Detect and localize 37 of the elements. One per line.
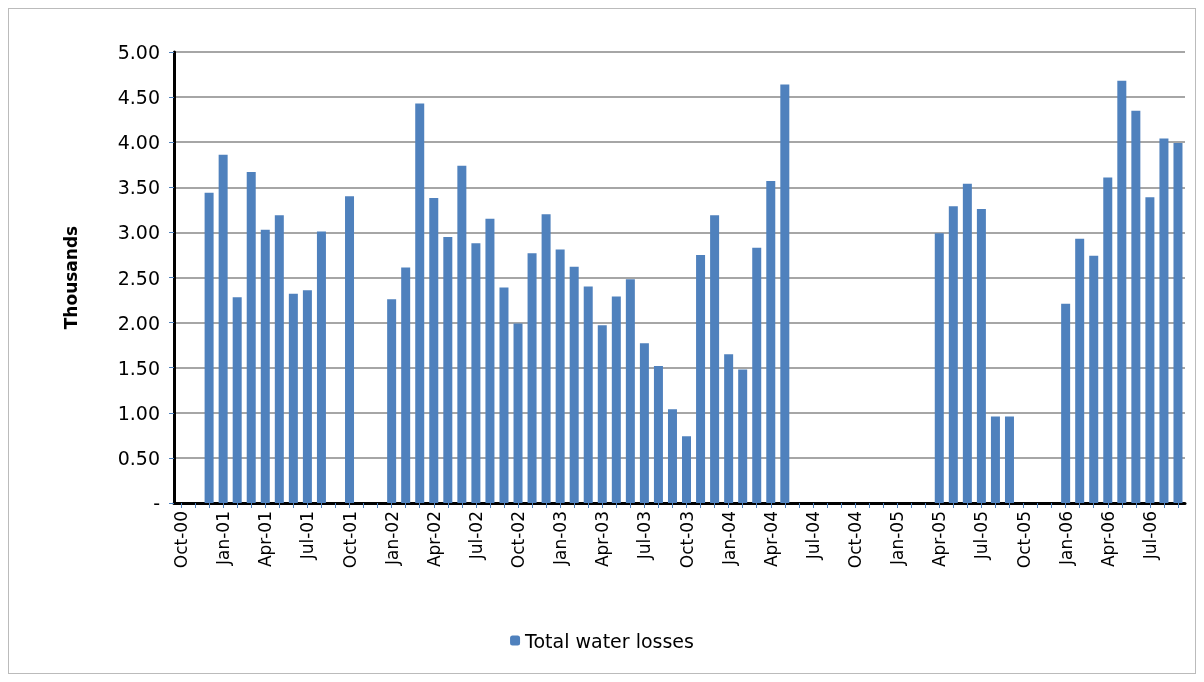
y-tick-label: 3.50 [117, 176, 160, 199]
x-tick-label: Jan-02 [381, 511, 402, 566]
x-tick-label: Apr-03 [592, 511, 613, 568]
x-tick-label: Apr-06 [1097, 511, 1118, 568]
x-tick-label: Oct-03 [676, 511, 697, 569]
x-tick-label: Apr-02 [423, 511, 444, 568]
y-tick-label: 1.00 [117, 401, 160, 424]
x-tick-label: Jul-06 [1139, 511, 1160, 561]
x-tick-label: Jul-03 [634, 511, 655, 561]
x-tick-label: Oct-00 [171, 511, 192, 569]
x-tick-label: Jan-03 [550, 511, 571, 566]
y-tick-label: 1.50 [117, 356, 160, 379]
y-tick-label: 5.00 [117, 41, 160, 63]
x-tick-label: Oct-05 [1013, 511, 1034, 569]
x-tick-label: Jul-02 [465, 511, 486, 561]
x-tick-label: Jul-04 [802, 511, 823, 561]
x-tick-label: Apr-04 [760, 511, 781, 568]
y-tick-label: - [153, 492, 160, 514]
y-tick-label: 2.00 [117, 311, 160, 334]
legend-label: Total water losses [524, 629, 694, 652]
y-tick-label: 3.00 [117, 221, 160, 244]
x-tick-label: Apr-01 [255, 511, 276, 568]
x-tick-label: Jan-05 [887, 511, 908, 566]
x-tick-label: Jul-05 [971, 511, 992, 561]
x-tick-label: Jan-04 [718, 511, 739, 566]
x-tick-label: Apr-05 [929, 511, 950, 568]
x-tick-label: Jul-01 [297, 511, 318, 561]
x-tick-label: Oct-01 [339, 511, 360, 569]
y-tick-label: 2.50 [117, 266, 160, 289]
y-tick-label: 4.00 [117, 131, 160, 154]
x-tick-label: Oct-04 [845, 511, 866, 569]
y-axis-title: Thousands [60, 225, 81, 330]
y-tick-label: 4.50 [117, 86, 160, 109]
y-tick-label: 0.50 [117, 446, 160, 469]
x-tick-label: Oct-02 [508, 511, 529, 569]
x-tick-label: Jan-06 [1055, 511, 1076, 566]
x-tick-label: Jan-01 [213, 511, 234, 566]
